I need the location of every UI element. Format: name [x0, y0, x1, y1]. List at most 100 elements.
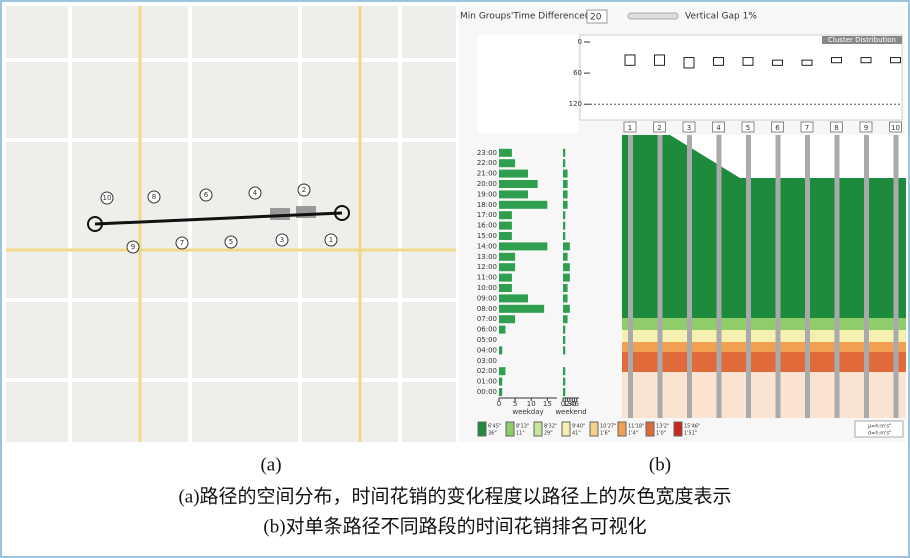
legend-label: 36": [488, 431, 497, 437]
legend-swatch: [618, 422, 626, 436]
bar: [499, 284, 512, 292]
bar: [499, 170, 528, 178]
bar: [499, 263, 515, 271]
axis-label: weekday: [512, 408, 543, 416]
box: [773, 60, 783, 65]
flow-band: [622, 318, 906, 330]
slider[interactable]: [628, 13, 678, 19]
blank: [478, 35, 578, 133]
stop-label: 2: [302, 186, 306, 194]
flow-column: [864, 135, 869, 418]
cluster-label: 7: [805, 124, 809, 132]
flow-column: [717, 135, 722, 418]
legend-swatch: [534, 422, 542, 436]
caption-b: (b): [649, 454, 671, 475]
bar: [499, 159, 515, 167]
cluster-label: 6: [775, 124, 780, 132]
legend-label: 13'2": [656, 424, 669, 430]
legend-swatch: [562, 422, 570, 436]
hour-label: 16:00: [477, 222, 497, 230]
bar: [499, 378, 502, 386]
box: [625, 55, 635, 65]
bar: [563, 242, 570, 250]
hour-label: 22:00: [477, 159, 497, 167]
bar: [563, 378, 565, 386]
hour-label: 05:00: [477, 336, 497, 344]
control-label: Min Groups'Time Difference(s): [460, 12, 596, 22]
x-tick-label: 0: [497, 400, 501, 408]
bar: [563, 274, 570, 282]
flow-band: [622, 372, 906, 418]
bar: [563, 159, 565, 167]
box: [861, 58, 871, 63]
hour-label: 21:00: [477, 170, 497, 178]
bar: [499, 315, 515, 323]
cluster-label: 10: [891, 124, 900, 132]
stop-label: 7: [180, 239, 184, 247]
bar: [563, 149, 565, 157]
legend-swatch: [590, 422, 598, 436]
caption-a: (a): [260, 454, 281, 475]
hour-label: 01:00: [477, 378, 497, 386]
x-tick-label: 15: [543, 400, 552, 408]
caption-line: (a)路径的空间分布，时间花销的变化程度以路径上的灰色宽度表示: [178, 485, 731, 507]
hour-label: 18:00: [477, 201, 497, 209]
stop-label: 9: [131, 243, 135, 251]
axis-label: weekend: [555, 408, 586, 416]
bar: [563, 201, 568, 209]
y-tick-label: 0: [578, 38, 582, 46]
bar: [499, 367, 505, 375]
panel-title: Cluster Distribution: [828, 36, 896, 44]
hour-label: 07:00: [477, 315, 497, 323]
figure: Min Groups'Time Difference(s) 20 Vertica…: [0, 0, 910, 558]
legend-label: 6'45": [488, 424, 501, 430]
bar: [499, 242, 547, 250]
legend-label: 9'40": [572, 424, 585, 430]
bar: [499, 201, 547, 209]
bar: [563, 367, 565, 375]
slider-label: Vertical Gap 1%: [685, 12, 757, 22]
x-tick-label: 10: [527, 400, 536, 408]
box: [684, 58, 694, 68]
hour-label: 09:00: [477, 294, 497, 302]
hour-label: 15:00: [477, 232, 497, 240]
flow-column: [687, 135, 692, 418]
legend-label: 8'13": [516, 424, 529, 430]
cluster-label: 2: [657, 124, 661, 132]
bar: [563, 180, 568, 188]
flow-column: [805, 135, 810, 418]
bar: [499, 180, 538, 188]
hour-label: 06:00: [477, 326, 497, 334]
bar: [499, 232, 512, 240]
hour-label: 03:00: [477, 357, 497, 365]
hour-label: 17:00: [477, 211, 497, 219]
legend-label: 1'0": [656, 431, 666, 437]
bar: [563, 170, 568, 178]
legend-label: 1'4": [628, 431, 638, 437]
legend-label: 8'32": [544, 424, 557, 430]
hour-label: 04:00: [477, 346, 497, 354]
bar: [499, 222, 512, 230]
flow-column: [835, 135, 840, 418]
bar: [563, 294, 568, 302]
bar: [499, 346, 502, 354]
hour-label: 00:00: [477, 388, 497, 396]
box: [714, 58, 724, 66]
bar: [499, 253, 515, 261]
legend-swatch: [674, 422, 682, 436]
bar: [563, 284, 568, 292]
bar: [563, 346, 565, 354]
stop-label: 3: [280, 236, 284, 244]
flow-column: [776, 135, 781, 418]
flow-column: [658, 135, 663, 418]
bar: [563, 211, 565, 219]
bar: [499, 211, 512, 219]
hour-label: 02:00: [477, 367, 497, 375]
control-value: 20: [590, 13, 602, 23]
x-tick-label: 6: [574, 400, 579, 408]
bar: [499, 305, 544, 313]
y-tick-label: 120: [569, 100, 582, 108]
cluster-label: 9: [864, 124, 868, 132]
flow-column: [628, 135, 633, 418]
box: [832, 58, 842, 63]
